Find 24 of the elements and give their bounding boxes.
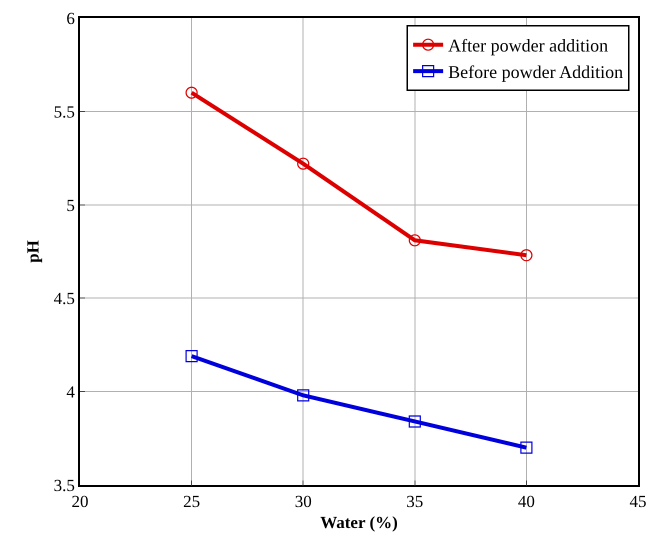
point: [408, 234, 421, 246]
point: [520, 249, 532, 262]
x-tick-label: 30: [294, 492, 312, 512]
y-axis-title: pH: [24, 240, 43, 263]
point: [520, 442, 532, 454]
point: [297, 158, 310, 170]
y-tick-label: 3.5: [54, 476, 75, 495]
y-tick-label: 5: [66, 196, 75, 215]
point: [408, 415, 421, 428]
legend-label: After powder addition: [448, 36, 608, 56]
x-tick-label: 25: [183, 492, 200, 512]
y-tick-label: 6: [66, 8, 75, 28]
y-tick-label: 5.5: [54, 102, 75, 122]
point: [186, 86, 198, 99]
y-tick-label: 4: [66, 382, 76, 402]
legend-label: Before powder Addition: [448, 62, 624, 82]
x-tick-label: 45: [630, 492, 646, 512]
x-tick-label: 40: [518, 492, 535, 512]
x-tick-label: 20: [72, 492, 88, 512]
x-tick-label: 35: [406, 492, 424, 512]
y-tick-label: 4.5: [54, 289, 75, 308]
x-axis-title: Water (%): [320, 513, 398, 532]
point: [186, 350, 198, 362]
point: [297, 389, 310, 402]
